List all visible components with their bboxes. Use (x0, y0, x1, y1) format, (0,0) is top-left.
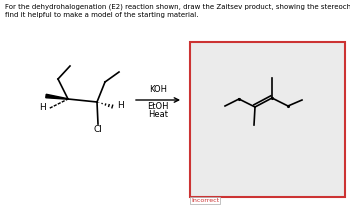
Text: Incorrect: Incorrect (191, 198, 219, 203)
Text: KOH: KOH (149, 85, 167, 94)
Text: Cl: Cl (93, 125, 103, 134)
Text: Heat: Heat (148, 110, 168, 119)
Bar (190, 42, 345, 197)
Text: H: H (118, 101, 124, 111)
Text: EtOH: EtOH (147, 102, 169, 111)
Text: H: H (40, 104, 46, 113)
Polygon shape (46, 94, 68, 99)
Text: For the dehydrohalogenation (E2) reaction shown, draw the Zaitsev product, showi: For the dehydrohalogenation (E2) reactio… (5, 3, 350, 18)
